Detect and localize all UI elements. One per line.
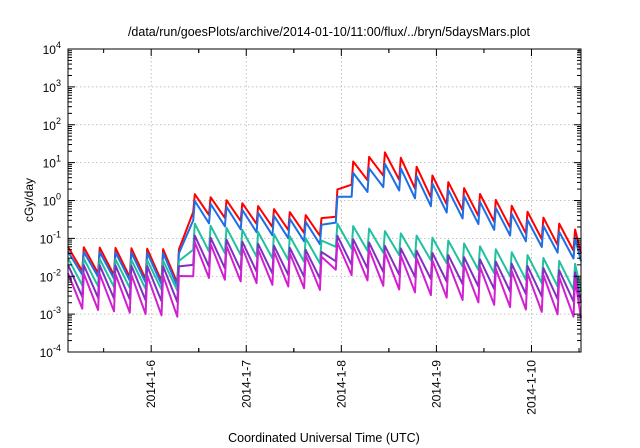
y-tick-label: 10-2 [40, 267, 61, 284]
y-tick-label: 103 [43, 78, 61, 95]
y-tick-label: 102 [43, 116, 61, 133]
x-axis-label: Coordinated Universal Time (UTC) [228, 431, 420, 445]
y-tick-label: 10-4 [40, 343, 61, 360]
series-line [67, 241, 582, 318]
axis-ticks [68, 48, 581, 353]
x-tick-label: 2014-1-6 [144, 360, 158, 408]
series-line [67, 151, 582, 284]
y-tick-label: 100 [43, 192, 61, 209]
y-axis-label: cGy/day [22, 178, 36, 222]
x-tick-labels: 2014-1-6 2014-1-7 2014-1-8 2014-1-9 2014-1-1… [144, 360, 538, 415]
y-tick-label: 101 [43, 154, 61, 171]
chart-title: /data/run/goesPlots/archive/2014-01-10/1… [128, 25, 531, 39]
y-tick-labels: 10-4 10-3 10-2 10-1 100 101 102 103 104 [40, 40, 61, 360]
x-tick-label: 2014-1-7 [239, 360, 253, 408]
x-tick-label: 2014-1-9 [429, 360, 443, 408]
y-tick-label: 10-1 [40, 229, 61, 246]
x-tick-label: 2014-1-10 [524, 360, 538, 415]
series-line [67, 162, 582, 288]
grid [68, 49, 581, 352]
series-layer [67, 151, 582, 318]
y-tick-label: 10-3 [40, 305, 61, 322]
series-line [67, 234, 582, 303]
y-tick-label: 104 [43, 40, 61, 57]
series-line [67, 222, 582, 292]
x-tick-label: 2014-1-8 [334, 360, 348, 408]
